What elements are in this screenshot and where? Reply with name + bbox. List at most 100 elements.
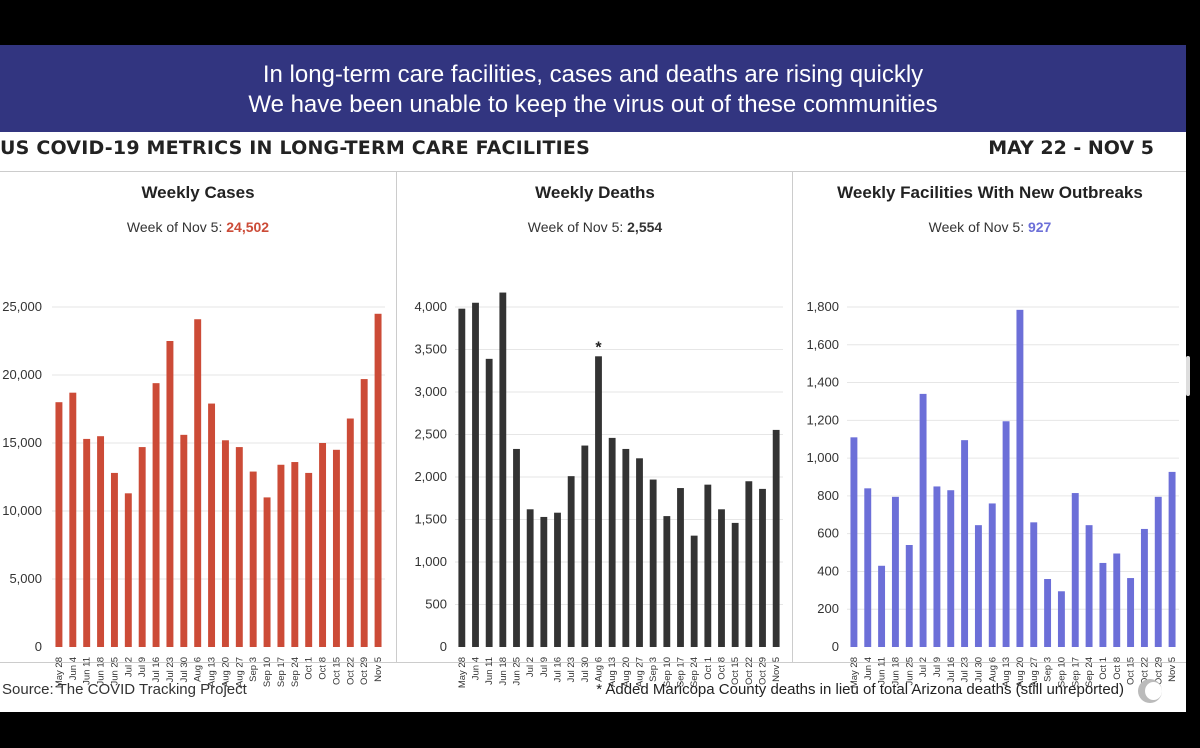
bar bbox=[704, 484, 712, 647]
x-tick-label: Oct 8 bbox=[1112, 657, 1123, 680]
bar bbox=[1085, 525, 1093, 647]
chart-title: Weekly Facilities With New Outbreaks bbox=[837, 183, 1143, 202]
x-tick-label: Jul 2 bbox=[123, 657, 134, 677]
subtitle-prefix: Week of Nov 5: bbox=[928, 219, 1028, 235]
y-tick-label: 1,600 bbox=[806, 337, 839, 352]
x-tick-label: Sep 17 bbox=[1070, 657, 1081, 687]
bar bbox=[458, 308, 466, 647]
bar bbox=[891, 496, 899, 647]
y-tick-label: 600 bbox=[817, 526, 839, 541]
bar bbox=[332, 449, 340, 647]
x-tick-label: Sep 10 bbox=[1056, 657, 1067, 687]
bar bbox=[277, 464, 285, 647]
banner-line-2: We have been unable to keep the virus ou… bbox=[248, 91, 938, 118]
bar bbox=[677, 488, 684, 647]
bar bbox=[540, 516, 548, 647]
x-tick-label: Jun 25 bbox=[512, 657, 523, 686]
x-tick-label: Sep 3 bbox=[248, 657, 259, 682]
x-tick-label: Sep 17 bbox=[676, 657, 687, 687]
bar bbox=[208, 403, 216, 647]
x-tick-label: Oct 22 bbox=[744, 657, 755, 685]
x-tick-label: Oct 29 bbox=[1153, 657, 1164, 685]
bar bbox=[1002, 421, 1010, 647]
bar bbox=[526, 509, 534, 647]
bar bbox=[567, 476, 575, 647]
bar bbox=[745, 481, 753, 647]
page-title: US COVID-19 METRICS IN LONG-TERM CARE FA… bbox=[0, 137, 590, 159]
bar bbox=[499, 292, 507, 647]
y-tick-label: 5,000 bbox=[9, 571, 42, 586]
x-tick-label: Oct 8 bbox=[318, 657, 329, 680]
x-tick-label: Aug 27 bbox=[234, 657, 245, 687]
chart-subtitle: Week of Nov 5: 24,502 bbox=[0, 219, 396, 235]
bar bbox=[772, 429, 780, 647]
x-tick-label: Jul 30 bbox=[580, 657, 591, 682]
x-tick-label: Jun 18 bbox=[96, 657, 107, 686]
y-tick-label: 800 bbox=[817, 488, 839, 503]
bar bbox=[346, 418, 354, 647]
slide: In long-term care facilities, cases and … bbox=[0, 45, 1186, 712]
x-tick-label: Oct 22 bbox=[345, 657, 356, 685]
bar bbox=[1030, 522, 1038, 647]
bar bbox=[97, 436, 105, 647]
x-tick-label: Jun 18 bbox=[890, 657, 901, 686]
x-tick-label: Jul 30 bbox=[179, 657, 190, 682]
x-tick-label: Jun 4 bbox=[863, 657, 874, 680]
x-tick-label: Sep 17 bbox=[276, 657, 287, 687]
subtitle-prefix: Week of Nov 5: bbox=[527, 219, 628, 235]
x-tick-label: Aug 27 bbox=[1029, 657, 1040, 687]
chart-subtitle: Week of Nov 5: 927 bbox=[793, 219, 1186, 235]
bar bbox=[581, 445, 589, 647]
bar bbox=[249, 471, 257, 647]
bar bbox=[360, 379, 368, 647]
bar bbox=[1154, 496, 1162, 647]
bar bbox=[221, 440, 229, 647]
x-tick-label: Oct 22 bbox=[1139, 657, 1150, 685]
x-tick-label: Oct 15 bbox=[331, 657, 342, 685]
x-tick-label: Aug 13 bbox=[1001, 657, 1012, 687]
banner: In long-term care facilities, cases and … bbox=[0, 45, 1186, 132]
y-tick-label: 20,000 bbox=[2, 367, 42, 382]
footnote: * Added Maricopa County deaths in lieu o… bbox=[596, 681, 1124, 698]
bar bbox=[1140, 528, 1148, 647]
y-tick-label: 2,000 bbox=[414, 469, 447, 484]
bar bbox=[513, 448, 520, 647]
bar bbox=[636, 458, 643, 647]
y-tick-label: 10,000 bbox=[2, 503, 42, 518]
x-tick-label: Jul 2 bbox=[918, 657, 929, 677]
x-tick-label: May 28 bbox=[849, 657, 860, 688]
bar bbox=[595, 356, 602, 647]
covid-tracking-logo-icon bbox=[1138, 679, 1162, 703]
x-tick-label: Jul 16 bbox=[151, 657, 162, 682]
bar bbox=[291, 462, 299, 647]
bar bbox=[305, 472, 313, 647]
bar bbox=[864, 488, 872, 647]
y-tick-label: 0 bbox=[832, 639, 839, 654]
deaths-panel: Weekly Deaths Week of Nov 5: 2,554 0 500 1… bbox=[396, 172, 793, 688]
y-tick-label: 200 bbox=[817, 601, 839, 616]
chart-grid: Weekly Cases Week of Nov 5: 24,502 0 5,00… bbox=[0, 171, 1186, 688]
bar bbox=[152, 383, 160, 647]
x-tick-label: Nov 5 bbox=[373, 657, 384, 682]
x-tick-label: Jun 11 bbox=[877, 657, 888, 685]
bar bbox=[485, 358, 493, 647]
y-tick-label: 1,400 bbox=[806, 375, 839, 390]
bar bbox=[919, 393, 927, 647]
x-tick-label: Aug 20 bbox=[1015, 657, 1026, 687]
x-tick-label: Aug 6 bbox=[193, 657, 204, 682]
bar bbox=[1127, 578, 1135, 647]
x-tick-label: Jun 4 bbox=[68, 657, 79, 680]
x-tick-label: Oct 29 bbox=[359, 657, 370, 685]
bar bbox=[608, 437, 616, 647]
x-tick-label: Oct 1 bbox=[703, 657, 714, 680]
bar bbox=[83, 438, 91, 647]
x-tick-label: Nov 5 bbox=[771, 657, 782, 682]
date-range: MAY 22 - NOV 5 bbox=[988, 137, 1154, 159]
bar bbox=[622, 448, 630, 647]
bar bbox=[1071, 493, 1079, 647]
bar bbox=[933, 486, 941, 647]
bar bbox=[690, 535, 698, 647]
source-note: Source: The COVID Tracking Project bbox=[2, 681, 247, 698]
scrollbar-handle[interactable] bbox=[1186, 356, 1190, 396]
x-tick-label: Jul 30 bbox=[973, 657, 984, 682]
